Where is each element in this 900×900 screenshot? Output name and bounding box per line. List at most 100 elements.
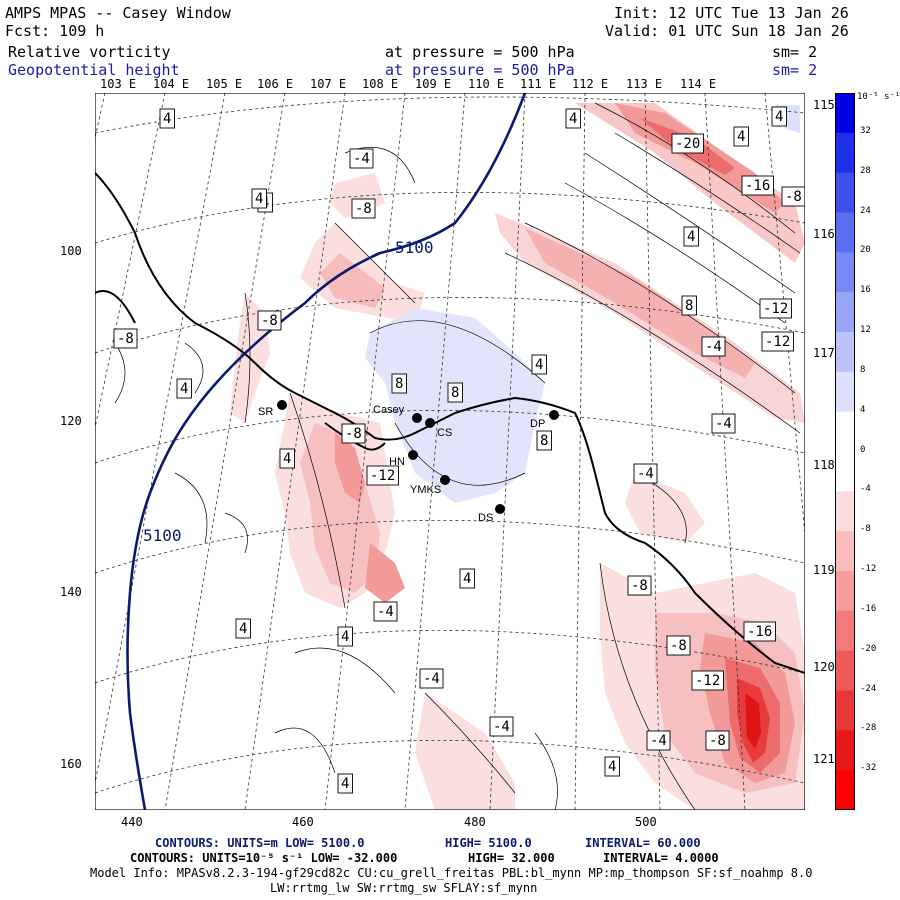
contour-label-box bbox=[743, 621, 776, 642]
vorticity-contour-label: -4 bbox=[650, 733, 667, 749]
height-contour-label: 5100 bbox=[395, 238, 434, 257]
contour-label-box bbox=[761, 331, 794, 352]
top-lon-label: 114 E bbox=[680, 77, 717, 91]
vorticity-contour-label: -8 bbox=[670, 638, 687, 654]
forecast-hour: Fcst: 109 h bbox=[5, 22, 105, 40]
contour-label-box bbox=[711, 413, 736, 434]
x-tick-label: 460 bbox=[292, 815, 314, 829]
colorbar-swatch bbox=[835, 690, 855, 731]
contour-label-box bbox=[489, 716, 514, 737]
field2-name: Geopotential height bbox=[8, 61, 180, 79]
contour-label-box bbox=[337, 626, 353, 647]
contour-label-box bbox=[681, 295, 697, 316]
contour-label-box bbox=[366, 465, 399, 486]
station-ymks-marker bbox=[440, 475, 450, 485]
colorbar-swatch bbox=[835, 292, 855, 333]
colorbar-label: 12 bbox=[860, 325, 871, 335]
vorticity-contour-label: 4 bbox=[180, 381, 188, 397]
plot-title: AMPS MPAS -- Casey Window bbox=[5, 4, 231, 22]
model-info: Model Info: MPASv8.2.3-194-gf29cd82c CU:… bbox=[90, 866, 813, 880]
colorbar-label: 4 bbox=[860, 404, 866, 415]
vorticity-contour-label: 4 bbox=[737, 129, 745, 145]
vorticity-contour-label: 8 bbox=[395, 376, 403, 392]
colorbar-swatch bbox=[835, 730, 855, 771]
physics-info: LW:rrtmg_lw SW:rrtmg_sw SFLAY:sf_mynn bbox=[270, 881, 538, 895]
y-tick-label: 160 bbox=[60, 757, 82, 771]
vorticity-contour-label: -12 bbox=[695, 673, 720, 689]
colorbar-label: -12 bbox=[860, 564, 877, 574]
colorbar-label: 28 bbox=[860, 165, 871, 176]
vorticity-contour-label: -4 bbox=[493, 719, 510, 735]
vorticity-contour-label: -16 bbox=[745, 178, 770, 194]
contour-label-box bbox=[257, 310, 282, 331]
station-label: SR bbox=[258, 406, 273, 418]
vorticity-contour-label: 4 bbox=[255, 191, 263, 207]
station-labels: SR Casey CS HN YMKS DS DP bbox=[258, 404, 545, 524]
colorbar-swatch bbox=[835, 93, 855, 134]
vorticity-contour-label: -20 bbox=[675, 136, 700, 152]
colorbar-swatch bbox=[835, 650, 855, 691]
vorticity-contour-info: CONTOURS: UNITS=10⁻⁵ s⁻¹ LOW= -32.000 bbox=[130, 851, 398, 865]
colorbar-label: 24 bbox=[860, 205, 871, 216]
vorticity-contour-label: 4 bbox=[341, 776, 349, 792]
vorticity-contour-label: 4 bbox=[163, 111, 171, 127]
contour-labels: 4 4 -4 -8 4 5100 4 4 -20 -16 -8 4 8 -12 -4 -12 -8 -8 4 4 8 8 8… bbox=[113, 106, 805, 794]
vorticity-contour-label: -4 bbox=[353, 151, 370, 167]
colorbar-label: -24 bbox=[860, 683, 877, 694]
colorbar-label: 0 bbox=[860, 444, 866, 455]
field2-level: at pressure = 500 hPa bbox=[385, 61, 575, 79]
colorbar-swatch bbox=[835, 451, 855, 492]
vorticity-colorbar bbox=[835, 93, 855, 810]
contour-label-box bbox=[447, 382, 463, 403]
vorticity-contour-label: -8 bbox=[709, 733, 726, 749]
vorticity-contour-label: 8 bbox=[685, 298, 693, 314]
contour-label-box bbox=[176, 378, 192, 399]
top-lon-label: 112 E bbox=[572, 77, 609, 91]
y-tick-label: 100 bbox=[60, 244, 82, 258]
x-tick-label: 480 bbox=[464, 815, 486, 829]
vorticity-contour-label: 4 bbox=[463, 571, 471, 587]
colorbar-swatch bbox=[835, 252, 855, 293]
contour-label-box bbox=[627, 575, 652, 596]
vorticity-contour-label: -16 bbox=[747, 624, 772, 640]
height-contour-interval: INTERVAL= 60.000 bbox=[585, 836, 701, 850]
contour-label-box bbox=[701, 336, 726, 357]
colorbar-label: -4 bbox=[860, 484, 871, 495]
colorbar-label: 8 bbox=[860, 364, 866, 375]
vorticity-contour-label: -4 bbox=[377, 604, 394, 620]
contour-label-box bbox=[419, 668, 444, 689]
vorticity-contour-label: -12 bbox=[763, 301, 788, 317]
vorticity-contour-label: 4 bbox=[775, 109, 783, 125]
colorbar-swatch bbox=[835, 571, 855, 612]
contour-label-box bbox=[691, 670, 724, 691]
colorbar-label: 32 bbox=[860, 125, 871, 136]
height-contour-info: CONTOURS: UNITS=m LOW= 5100.0 bbox=[155, 836, 365, 850]
contour-label-box bbox=[604, 756, 620, 777]
station-label: DP bbox=[530, 418, 545, 430]
vorticity-contour-label: -8 bbox=[261, 313, 278, 329]
contour-label-box bbox=[759, 298, 792, 319]
colorbar-swatch bbox=[835, 531, 855, 572]
vorticity-contour-label: -4 bbox=[423, 671, 440, 687]
top-lon-label: 103 E bbox=[100, 77, 137, 91]
vorticity-contour-label: -12 bbox=[765, 334, 790, 350]
vorticity-contour-label: -8 bbox=[345, 426, 362, 442]
contour-label-box bbox=[633, 463, 658, 484]
vorticity-contour-label: -8 bbox=[355, 201, 372, 217]
vorticity-contour-label: -12 bbox=[370, 468, 395, 484]
top-lon-label: 105 E bbox=[206, 77, 243, 91]
height-contour-label: 5100 bbox=[143, 526, 182, 545]
top-lon-label: 104 E bbox=[153, 77, 190, 91]
y-tick-label: 120 bbox=[60, 414, 82, 428]
colorbar-label: 20 bbox=[860, 245, 871, 256]
lat-lon-grid bbox=[95, 93, 805, 810]
contour-label-box bbox=[251, 188, 267, 209]
contour-label-box bbox=[235, 618, 251, 639]
contour-label-box bbox=[646, 730, 671, 751]
top-lon-label: 107 E bbox=[310, 77, 347, 91]
colorbar-swatch bbox=[835, 491, 855, 532]
station-hn-marker bbox=[408, 450, 418, 460]
field1-name: Relative vorticity bbox=[8, 43, 171, 61]
contour-label-box bbox=[536, 430, 552, 451]
station-cs-marker bbox=[425, 418, 435, 428]
